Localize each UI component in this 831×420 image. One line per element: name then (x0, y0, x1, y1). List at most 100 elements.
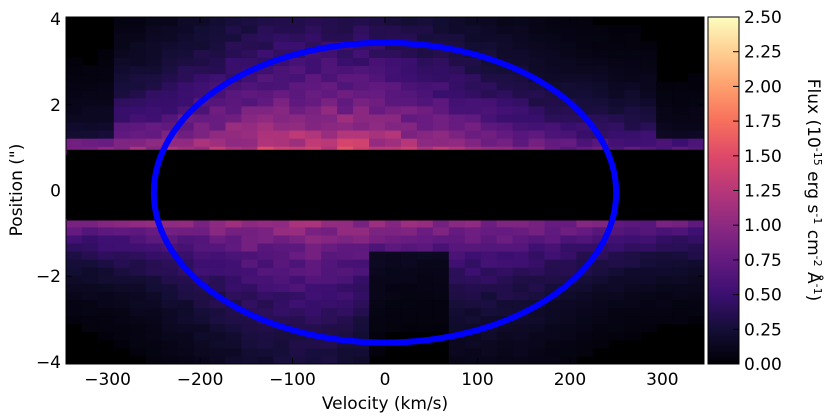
heatmap-cell (656, 307, 673, 317)
heatmap-cell (608, 275, 625, 284)
heatmap-cell (66, 73, 83, 83)
heatmap-cell (145, 41, 163, 50)
heatmap-cell (464, 323, 482, 333)
heatmap-cell (672, 113, 689, 123)
heatmap-cell (512, 41, 530, 50)
heatmap-cell (400, 129, 418, 139)
heatmap-cell (496, 105, 514, 115)
heatmap-cell (512, 251, 530, 260)
heatmap-cell (177, 138, 195, 147)
heatmap-cell (193, 226, 211, 236)
heatmap-cell (624, 97, 641, 107)
heatmap-cell (209, 267, 227, 276)
heatmap-cell (480, 283, 498, 292)
heatmap-cell (672, 299, 689, 309)
heatmap-cell (432, 251, 450, 260)
heatmap-cell (209, 113, 227, 123)
heatmap-cell (321, 49, 338, 58)
heatmap-cell (113, 65, 131, 75)
heatmap-cell (672, 307, 689, 317)
heatmap-cell (608, 242, 625, 252)
heatmap-cell (353, 65, 370, 75)
heatmap-cell (480, 97, 498, 107)
heatmap-cell (209, 105, 227, 115)
heatmap-cell (113, 299, 131, 309)
colorbar-tick-label: 2.25 (744, 43, 782, 63)
heatmap-cell (512, 234, 530, 244)
heatmap-cell (528, 307, 546, 317)
heatmap-cell (496, 307, 514, 317)
heatmap-cell (113, 113, 131, 123)
heatmap-cell (496, 275, 514, 284)
heatmap-cell (353, 121, 370, 131)
heatmap-cell (592, 57, 609, 67)
heatmap-cell (464, 355, 482, 364)
heatmap-cell (177, 331, 195, 341)
heatmap-cell (385, 89, 402, 99)
heatmap-cell (512, 17, 530, 26)
colorbar-tick-label: 0.50 (744, 286, 782, 306)
heatmap-cell (193, 41, 211, 50)
heatmap-cell (528, 291, 546, 301)
heatmap-cell (528, 129, 546, 139)
heatmap-cell (656, 97, 673, 107)
heatmap-cell (337, 89, 354, 99)
ellipse-layer (150, 39, 620, 346)
heatmap-cell (400, 89, 418, 99)
heatmap-cell (321, 121, 338, 131)
heatmap-cell (688, 267, 704, 276)
heatmap-cell (353, 315, 370, 325)
heatmap-cell (448, 138, 466, 147)
heatmap-cell (97, 331, 115, 341)
heatmap-cell (672, 315, 689, 325)
heatmap-cell (321, 138, 338, 147)
heatmap-cell (496, 339, 514, 349)
heatmap-cell (512, 347, 530, 357)
heatmap-cell (592, 339, 609, 349)
heatmap-cell (241, 57, 258, 67)
heatmap-cell (177, 283, 195, 292)
heatmap-cell (480, 218, 498, 228)
heatmap-cell (385, 259, 402, 268)
heatmap-cell (145, 33, 163, 42)
heatmap-cell (528, 339, 546, 349)
heatmap-cell (113, 331, 131, 341)
y-tick-label: 4 (50, 10, 61, 30)
heatmap-cell (66, 81, 83, 91)
heatmap-cell (480, 81, 498, 91)
heatmap-cell (608, 41, 625, 50)
heatmap-cell (66, 138, 83, 147)
heatmap-cell (145, 97, 163, 107)
heatmap-cell (496, 323, 514, 333)
heatmap-cell (353, 251, 370, 260)
heatmap-cell (369, 307, 386, 317)
heatmap-cell (305, 65, 322, 75)
heatmap-cell (241, 218, 258, 228)
heatmap-cell (193, 315, 211, 325)
heatmap-cell (528, 267, 546, 276)
heatmap-cell (305, 259, 322, 268)
region-ellipse (150, 39, 620, 346)
heatmap-cell (592, 315, 609, 325)
heatmap-cell (225, 41, 243, 50)
heatmap-cell (464, 242, 482, 252)
heatmap-cell (640, 41, 657, 50)
heatmap-cell (129, 17, 147, 26)
heatmap-cell (416, 323, 434, 333)
heatmap-cell (241, 17, 258, 26)
heatmap-cell (241, 234, 258, 244)
heatmap-cell (544, 339, 562, 349)
heatmap-cell (369, 331, 386, 341)
heatmap-cell (97, 138, 115, 147)
heatmap-cell (416, 97, 434, 107)
heatmap-cell (512, 323, 530, 333)
heatmap-cell (560, 73, 577, 83)
heatmap-cell (257, 323, 274, 333)
heatmap-cell (624, 49, 641, 58)
heatmap-cell (81, 226, 99, 236)
heatmap-cell (145, 73, 163, 83)
heatmap-cell (544, 331, 562, 341)
heatmap-cell (624, 81, 641, 91)
heatmap-cell (337, 307, 354, 317)
heatmap-cell (161, 283, 179, 292)
